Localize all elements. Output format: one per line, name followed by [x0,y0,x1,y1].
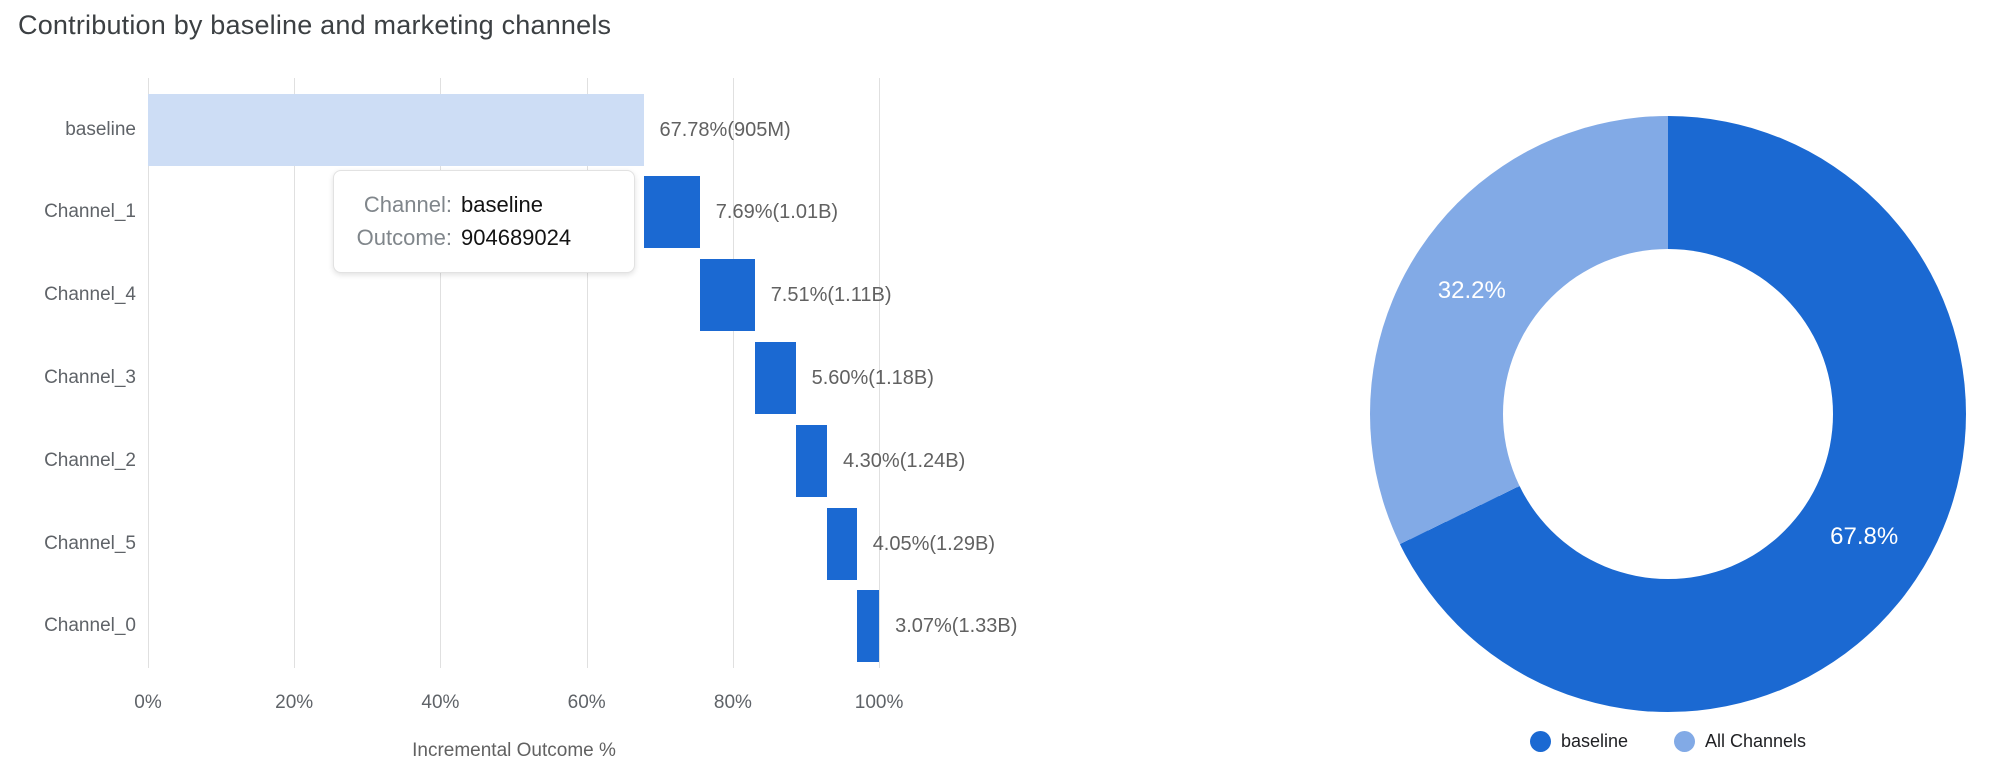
value-label-Channel_3: 5.60%(1.18B) [811,366,934,389]
bar-Channel_4[interactable] [699,259,755,332]
bar-Channel_2[interactable] [795,424,827,497]
tooltip-channel-value: baseline [461,192,543,217]
legend-label: baseline [1560,731,1628,751]
tooltip-outcome-row: Outcome: 904689024 [348,225,634,251]
row-label-baseline: baseline [65,118,136,140]
value-label-baseline: 67.78%(905M) [659,118,791,141]
gridline-60% [586,78,588,668]
legend-item-baseline[interactable]: baseline [1529,731,1628,752]
gridline-40% [440,78,442,668]
x-tick-80%: 80% [713,692,752,713]
gridline-20% [294,78,296,668]
gridline-100% [879,78,881,668]
bar-Channel_1[interactable] [643,176,700,249]
chart-title: Contribution by baseline and marketing c… [18,10,612,40]
bar-Channel_5[interactable] [827,507,857,580]
donut-slice-label-all-channels: 32.2% [1437,277,1506,305]
donut-slice-label-baseline: 67.8% [1830,522,1899,550]
x-tick-100%: 100% [854,692,904,713]
x-tick-0%: 0% [134,692,162,713]
x-axis-title: Incremental Outcome % [412,740,616,761]
legend-dot-baseline [1529,731,1551,752]
bar-baseline[interactable] [148,93,644,166]
tooltip-outcome-value: 904689024 [461,225,572,250]
legend-label: All Channels [1705,731,1807,751]
x-tick-20%: 20% [275,692,314,713]
row-label-Channel_0: Channel_0 [44,615,136,637]
x-tick-60%: 60% [567,692,606,713]
donut-hole [1503,249,1833,579]
tooltip-channel-row: Channel: baseline [348,192,634,218]
row-label-Channel_5: Channel_5 [44,532,136,554]
gridline-80% [732,78,734,668]
row-label-Channel_1: Channel_1 [44,201,136,223]
bar-Channel_0[interactable] [856,590,880,663]
row-label-Channel_3: Channel_3 [44,366,136,388]
value-label-Channel_2: 4.30%(1.24B) [843,449,966,472]
x-tick-40%: 40% [421,692,460,713]
tooltip-channel-label: Channel: [363,192,452,217]
row-label-Channel_4: Channel_4 [44,284,136,306]
tooltip-outcome-label: Outcome: [356,225,452,250]
donut-legend: baseline All Channels [1370,731,1966,752]
value-label-Channel_0: 3.07%(1.33B) [895,615,1018,638]
tooltip: Channel: baseline Outcome: 904689024 [333,170,635,273]
legend-item-all-channels[interactable]: All Channels [1674,731,1806,752]
value-label-Channel_1: 7.69%(1.01B) [715,201,839,224]
value-label-Channel_5: 4.05%(1.29B) [872,532,995,555]
value-label-Channel_4: 7.51%(1.11B) [770,284,892,307]
gridline-0% [148,78,149,668]
donut-chart[interactable]: 67.8% 32.2% [1370,116,1966,712]
legend-dot-all-channels [1674,731,1695,752]
row-label-Channel_2: Channel_2 [44,449,136,471]
bar-Channel_3[interactable] [754,341,796,414]
